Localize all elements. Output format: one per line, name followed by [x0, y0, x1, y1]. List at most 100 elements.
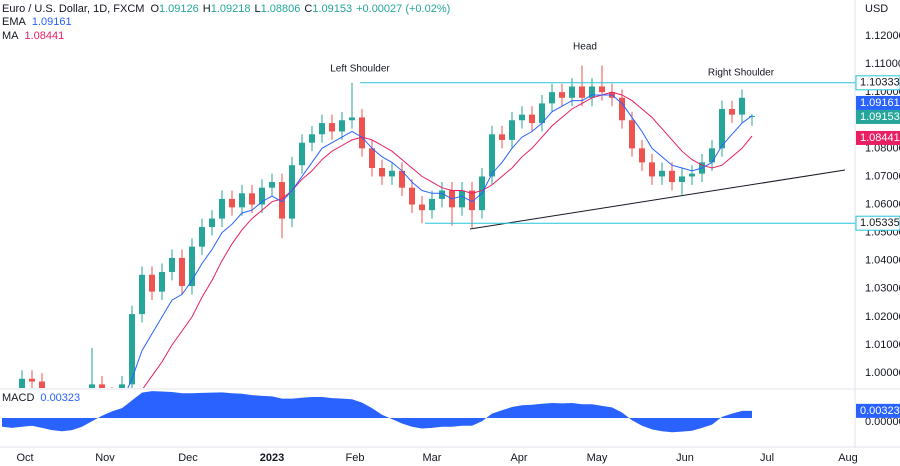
y-tick-label: 1.11000: [865, 58, 900, 70]
level-badge: [855, 75, 900, 91]
ema-badge-label: 1.09161: [860, 97, 900, 109]
candle-body: [119, 384, 125, 388]
level-label: 1.10333: [860, 77, 900, 89]
x-tick-label: 2023: [260, 452, 284, 464]
level-badge: [855, 215, 900, 231]
candle-body: [329, 123, 335, 132]
candle-body: [549, 92, 555, 104]
macd-pane: [2, 391, 752, 433]
x-tick-label: Feb: [346, 452, 365, 464]
ema-badge: [856, 95, 900, 110]
ohlc-value: 1.08806: [261, 3, 301, 15]
candle-body: [149, 274, 155, 292]
candle-body: [389, 170, 395, 177]
candle-body: [439, 190, 445, 199]
candle-body: [59, 435, 65, 443]
ohlc-value: 1.09126: [159, 3, 199, 15]
candle-body: [709, 148, 715, 163]
candle-body: [599, 86, 605, 93]
candle-body: [139, 274, 145, 315]
change: +0.00027 (+0.02%): [356, 3, 450, 15]
candle-body: [419, 204, 425, 211]
candle-body: [129, 314, 135, 385]
ma-badge-label: 1.08441: [860, 132, 900, 144]
ema-name: EMA: [2, 16, 27, 28]
candle-body: [689, 173, 695, 177]
candle-body: [159, 271, 165, 292]
ma-legend: MA 1.08441: [2, 30, 64, 42]
candle-body: [99, 384, 105, 388]
candle-body: [299, 142, 305, 166]
candle-body: [269, 182, 275, 188]
candle-body: [679, 176, 685, 183]
candle-body: [359, 117, 365, 149]
y-tick-label: 1.01000: [865, 339, 900, 351]
ema-legend: EMA 1.09161: [2, 16, 72, 28]
candle-body: [289, 165, 295, 219]
candle-body: [169, 257, 175, 272]
currency: USD: [865, 3, 888, 15]
candle-body: [649, 162, 655, 177]
candle-body: [349, 117, 355, 121]
x-tick-label: Oct: [16, 452, 33, 464]
macd-area: [2, 391, 752, 433]
candle-body: [179, 257, 185, 287]
candle-body: [229, 198, 235, 208]
candle-body: [319, 123, 325, 135]
x-tick-label: Mar: [423, 452, 442, 464]
candle-body: [19, 378, 25, 388]
candle-body: [469, 190, 475, 211]
candle-body: [669, 170, 675, 183]
candle-body: [659, 170, 665, 177]
candle-body: [499, 134, 505, 140]
x-tick-label: Nov: [95, 452, 115, 464]
candle-body: [619, 97, 625, 121]
macd-name: MACD: [2, 392, 34, 404]
candle-body: [569, 86, 575, 98]
candle-body: [29, 378, 35, 382]
price-badge-label: 1.09153: [860, 111, 900, 123]
x-tick-label: Jun: [676, 452, 694, 464]
candle-body: [639, 148, 645, 163]
candle-body: [239, 193, 245, 208]
macd-value: 0.00323: [40, 392, 80, 404]
y-tick-label: 1.06000: [865, 198, 900, 210]
candle-body: [249, 193, 255, 205]
overlay: 1.000001.010001.020001.030001.040001.050…: [2, 3, 900, 464]
macd-badge-label: 0.00323: [860, 405, 900, 417]
candle-body: [399, 170, 405, 188]
candle-body: [189, 246, 195, 287]
candle-body: [209, 218, 215, 228]
candle-body: [429, 198, 435, 211]
candle-body: [219, 198, 225, 219]
candle-body: [529, 114, 535, 124]
ohlc-label: L: [254, 3, 260, 15]
candle-body: [739, 97, 745, 115]
candle-body: [719, 109, 725, 149]
y-tick-label: 1.08000: [865, 142, 900, 154]
ema-value: 1.09161: [32, 16, 72, 28]
candle-body: [749, 115, 755, 117]
candle-body: [379, 168, 385, 177]
ema-line: [127, 94, 753, 388]
candle-body: [729, 109, 735, 115]
candle-body: [309, 134, 315, 143]
macd-badge: [856, 403, 900, 418]
y-tick-label: 1.12000: [865, 30, 900, 42]
ohlc-value: 1.09153: [312, 3, 352, 15]
candle-body: [409, 187, 415, 205]
ohlc-label: H: [203, 3, 211, 15]
y-tick-label: 1.02000: [865, 311, 900, 323]
candle-body: [369, 148, 375, 169]
x-tick-label: Apr: [510, 452, 527, 464]
candle-body: [589, 86, 595, 98]
ma-line: [142, 91, 753, 388]
candle-body: [459, 190, 465, 208]
level-label: 1.05335: [860, 217, 900, 229]
candle-body: [39, 381, 45, 388]
x-tick-label: Jul: [760, 452, 774, 464]
price-badge: [856, 109, 900, 124]
x-tick-label: Dec: [178, 452, 198, 464]
